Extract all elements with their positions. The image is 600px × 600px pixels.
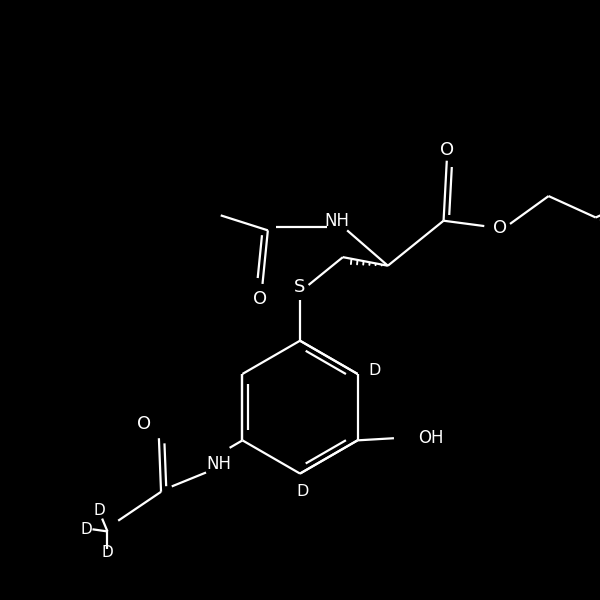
Text: D: D — [80, 522, 92, 537]
Text: O: O — [253, 290, 268, 308]
Text: D: D — [101, 545, 113, 560]
Text: D: D — [93, 503, 105, 518]
Text: D: D — [368, 363, 381, 378]
Text: OH: OH — [419, 429, 444, 447]
Text: S: S — [295, 278, 305, 296]
Text: O: O — [137, 415, 151, 433]
Text: O: O — [493, 219, 508, 237]
Text: D: D — [296, 484, 308, 499]
Text: O: O — [440, 141, 454, 159]
Text: NH: NH — [206, 455, 232, 473]
Text: NH: NH — [324, 212, 349, 230]
